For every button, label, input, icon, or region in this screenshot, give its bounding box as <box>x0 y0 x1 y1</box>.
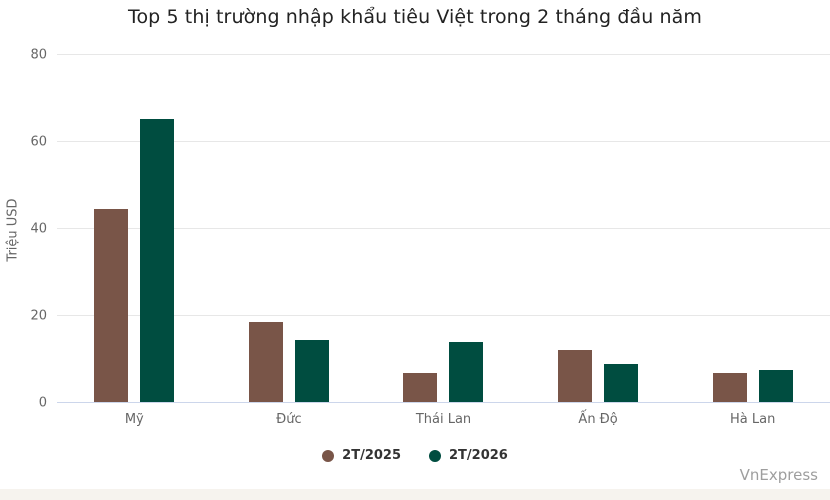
bar-group <box>675 55 830 403</box>
legend-label: 2T/2026 <box>449 448 508 463</box>
bar-2t-2025 <box>248 321 283 403</box>
y-axis-tick-labels: 0 20 40 60 80 <box>0 48 47 411</box>
x-axis-line <box>57 402 830 403</box>
bar-2t-2026 <box>140 118 175 403</box>
y-axis-tick-label: 40 <box>30 221 47 237</box>
legend-item-2t-2026[interactable]: 2T/2026 <box>429 448 508 463</box>
gridline <box>57 141 830 142</box>
plot-area <box>57 54 830 403</box>
legend-swatch-icon <box>429 449 441 462</box>
y-axis-tick-label: 80 <box>30 47 47 63</box>
bar-group <box>212 55 367 403</box>
x-axis-category-label: Đức <box>276 412 302 427</box>
bar-2t-2026 <box>294 339 329 403</box>
credits-label: VnExpress <box>739 466 818 484</box>
gridline <box>57 54 830 55</box>
bottom-strip <box>0 489 830 500</box>
legend-swatch-icon <box>322 449 335 462</box>
x-axis-labels: Mỹ Đức Thái Lan Ấn Độ Hà Lan <box>57 412 830 427</box>
chart-title: Top 5 thị trường nhập khẩu tiêu Việt tro… <box>127 6 703 28</box>
legend-item-2t-2025[interactable]: 2T/2025 <box>322 448 401 463</box>
bar-group <box>366 55 521 403</box>
y-axis-tick-label: 0 <box>38 395 47 411</box>
x-axis-category-label: Ấn Độ <box>578 412 618 427</box>
legend-label: 2T/2025 <box>342 448 401 463</box>
gridline <box>57 228 830 229</box>
bar-group <box>57 55 212 403</box>
bar-2t-2025 <box>558 349 593 403</box>
bar-2t-2025 <box>712 373 747 403</box>
bar-groups <box>57 55 830 403</box>
legend: 2T/2025 2T/2026 <box>0 448 830 463</box>
bar-2t-2025 <box>403 373 438 403</box>
bar-2t-2026 <box>758 370 793 403</box>
x-axis-category-label: Hà Lan <box>730 412 776 427</box>
bar-2t-2026 <box>449 342 484 403</box>
y-axis-tick-label: 60 <box>30 134 47 150</box>
bar-2t-2026 <box>604 364 639 403</box>
bar-group <box>521 55 676 403</box>
x-axis-category-label: Mỹ <box>124 412 144 427</box>
bar-2t-2025 <box>94 209 129 403</box>
gridline <box>57 315 830 316</box>
x-axis-category-label: Thái Lan <box>415 412 472 427</box>
y-axis-tick-label: 20 <box>30 308 47 324</box>
